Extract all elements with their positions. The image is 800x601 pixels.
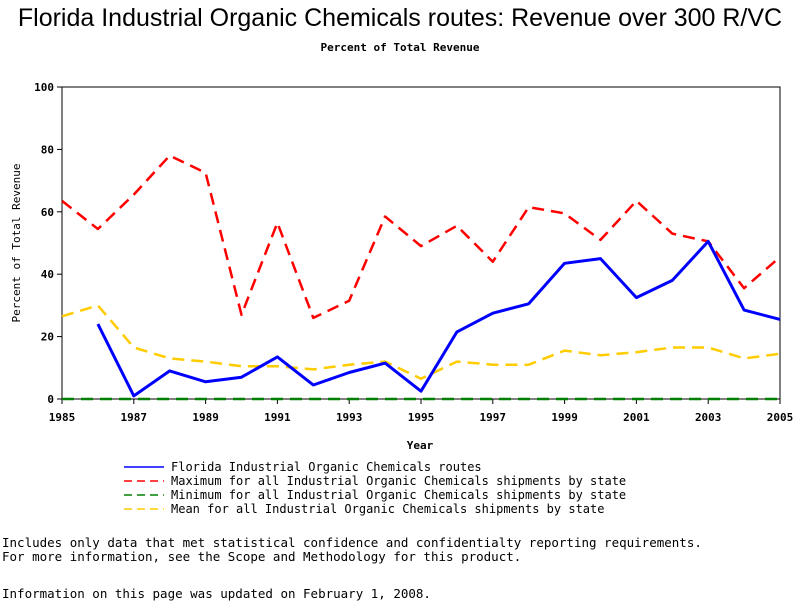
series-layer — [61, 154, 781, 401]
series-line-0 — [96, 239, 781, 398]
x-axis: 1985 1987 1989 1991 1993 1995 1997 1999 2001 2003… — [49, 399, 794, 424]
x-tick-label: 1991 — [264, 411, 291, 424]
x-tick-label: 1999 — [551, 411, 578, 424]
x-tick-label: 2003 — [695, 411, 722, 424]
y-tick-label: 60 — [41, 206, 54, 219]
x-tick-label: 1995 — [408, 411, 435, 424]
legend-label-2: Minimum for all Industrial Organic Chemi… — [171, 488, 626, 502]
y-tick-label: 20 — [41, 331, 54, 344]
legend-label-0: Florida Industrial Organic Chemicals rou… — [171, 460, 482, 474]
legend-label-3: Mean for all Industrial Organic Chemical… — [171, 502, 604, 516]
x-tick-label: 2001 — [623, 411, 650, 424]
x-axis-label: Year — [407, 439, 434, 452]
y-axis: 0 20 40 60 80 100 — [34, 81, 62, 406]
footnotes: Includes only data that met statistical … — [2, 536, 702, 564]
legend-label-1: Maximum for all Industrial Organic Chemi… — [171, 474, 626, 488]
y-tick-label: 40 — [41, 268, 54, 281]
y-axis-label: Percent of Total Revenue — [10, 164, 23, 323]
chart-title: Florida Industrial Organic Chemicals rou… — [17, 4, 783, 32]
x-tick-label: 1993 — [336, 411, 363, 424]
legend: Florida Industrial Organic Chemicals rou… — [124, 460, 626, 516]
plot-area — [61, 86, 781, 400]
updated-note: Information on this page was updated on … — [2, 586, 431, 601]
chart-subtitle: Percent of Total Revenue — [320, 41, 480, 54]
series-line-1 — [61, 154, 781, 320]
x-tick-label: 1989 — [192, 411, 219, 424]
y-tick-label: 0 — [47, 393, 54, 406]
x-tick-label: 1985 — [49, 411, 76, 424]
y-tick-label: 100 — [34, 81, 54, 94]
series-line-3 — [61, 304, 781, 380]
x-tick-label: 1997 — [480, 411, 507, 424]
y-tick-label: 80 — [41, 143, 54, 156]
footnote-line-1: Includes only data that met statistical … — [2, 535, 702, 550]
x-tick-label: 2005 — [767, 411, 794, 424]
x-tick-label: 1987 — [121, 411, 148, 424]
footnote-line-2: For more information, see the Scope and … — [2, 549, 522, 564]
